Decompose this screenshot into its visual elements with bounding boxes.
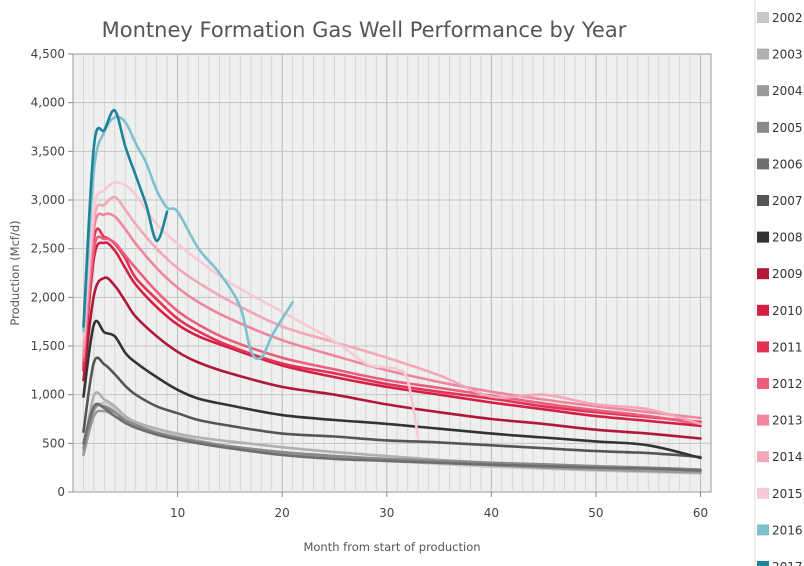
y-tick-label: 0 [57, 485, 65, 499]
legend-item-2004[interactable]: 2004 [757, 84, 803, 98]
legend-swatch [757, 414, 769, 426]
legend-swatch [757, 231, 769, 243]
legend-swatch [757, 121, 769, 133]
legend-swatch [757, 48, 769, 60]
legend-label: 2007 [772, 194, 803, 208]
series-line-2008 [82, 319, 702, 460]
legend-label: 2014 [772, 450, 803, 464]
series-line-2013 [82, 212, 702, 420]
series-layer [82, 108, 702, 475]
plot-area [72, 53, 712, 493]
series-line-2009 [82, 276, 702, 440]
series-line-2014 [82, 195, 702, 426]
x-tick-label: 50 [588, 506, 603, 520]
legend-swatch [757, 304, 769, 316]
legend-label: 2002 [772, 11, 803, 25]
legend-label: 2004 [772, 84, 803, 98]
x-tick-label: 60 [693, 506, 708, 520]
y-tick-label: 1,500 [31, 339, 65, 353]
legend-label: 2003 [772, 48, 803, 62]
y-axis-label: Production (Mcf/d) [8, 220, 22, 325]
legend-label: 2016 [772, 523, 803, 537]
legend-item-2009[interactable]: 2009 [757, 267, 803, 281]
y-tick-label: 500 [42, 436, 65, 450]
legend-swatch [757, 561, 769, 566]
series-line-2010 [82, 241, 702, 428]
x-tick-label: 30 [379, 506, 394, 520]
legend-swatch [757, 268, 769, 280]
series-line-2006 [82, 402, 702, 472]
legend-swatch [757, 85, 769, 97]
legend-item-2002[interactable]: 2002 [757, 11, 803, 25]
legend-label: 2009 [772, 267, 803, 281]
y-tick-label: 4,000 [31, 96, 65, 110]
legend-swatch [757, 378, 769, 389]
legend-item-2006[interactable]: 2006 [757, 157, 803, 171]
y-tick-label: 2,500 [31, 242, 65, 256]
x-axis-label: Month from start of production [303, 540, 480, 554]
chart-title: Montney Formation Gas Well Performance b… [102, 18, 627, 42]
legend-label: 2010 [772, 304, 803, 318]
series-line-2007 [82, 356, 702, 459]
legend-swatch [757, 12, 769, 23]
y-tick-label: 2,000 [31, 290, 65, 304]
axes: 0 500 1,000 1,500 2,000 2,500 3,000 3,500 4,000 4… [31, 47, 709, 520]
legend-swatch [757, 341, 769, 353]
legend-label: 2015 [772, 487, 803, 501]
legend-item-2014[interactable]: 2014 [757, 450, 803, 464]
legend: 2002 2003 2004 2005 2006 2007 2008 2009 2010 2011… [757, 11, 803, 566]
legend-label: 2005 [772, 121, 803, 135]
legend-item-2010[interactable]: 2010 [757, 304, 803, 318]
legend-label: 2011 [772, 340, 803, 354]
legend-item-2017[interactable]: 2017 [757, 560, 803, 566]
legend-item-2007[interactable]: 2007 [757, 194, 803, 208]
y-tick-label: 1,000 [31, 388, 65, 402]
legend-item-2013[interactable]: 2013 [757, 414, 803, 428]
series-line-2005 [82, 403, 702, 471]
x-tick-label: 10 [170, 506, 185, 520]
x-tick-label: 40 [484, 506, 499, 520]
legend-label: 2017 [772, 560, 803, 566]
legend-label: 2012 [772, 377, 803, 391]
legend-label: 2008 [772, 231, 803, 245]
series-line-2017 [82, 108, 169, 328]
legend-item-2016[interactable]: 2016 [757, 523, 803, 537]
series-line-2012 [82, 235, 702, 426]
y-tick-label: 3,000 [31, 193, 65, 207]
legend-item-2005[interactable]: 2005 [757, 121, 803, 135]
legend-swatch [757, 524, 769, 536]
legend-swatch [757, 487, 769, 499]
legend-item-2015[interactable]: 2015 [757, 487, 803, 501]
y-tick-label: 4,500 [31, 47, 65, 61]
legend-swatch [757, 451, 769, 463]
y-tick-label: 3,500 [31, 144, 65, 158]
legend-swatch [757, 195, 769, 206]
legend-item-2008[interactable]: 2008 [757, 231, 803, 245]
legend-label: 2013 [772, 414, 803, 428]
legend-item-2003[interactable]: 2003 [757, 48, 803, 62]
legend-item-2011[interactable]: 2011 [757, 340, 803, 354]
x-tick-label: 20 [275, 506, 290, 520]
legend-label: 2006 [772, 157, 803, 171]
series-line-2015 [82, 181, 420, 439]
legend-swatch [757, 158, 769, 170]
legend-item-2012[interactable]: 2012 [757, 377, 803, 391]
